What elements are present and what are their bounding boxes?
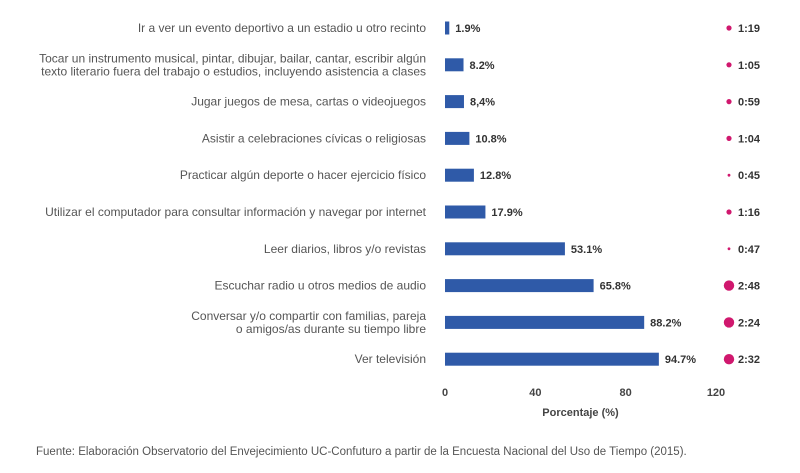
time-label: 0:45 — [738, 170, 760, 182]
time-dot — [723, 317, 735, 328]
category-label: Escuchar radio u otros medios de audio — [215, 279, 427, 293]
bar-value-label: 8.2% — [470, 60, 495, 72]
bar — [445, 352, 659, 366]
time-dot — [723, 354, 735, 365]
bar — [445, 168, 474, 182]
bar-value-label: 12.8% — [480, 170, 511, 182]
bar-value-label: 8,4% — [470, 97, 495, 109]
time-dot — [727, 247, 731, 251]
time-dot — [726, 25, 732, 31]
time-dot — [726, 135, 732, 141]
x-tick-label: 0 — [442, 387, 448, 399]
category-labels: Ir a ver un evento deportivo a un estadi… — [39, 21, 427, 366]
category-label: Utilizar el computador para consultar in… — [45, 205, 427, 219]
time-label: 1:19 — [738, 23, 760, 35]
time-label: 1:16 — [738, 207, 760, 219]
time-dot — [726, 209, 732, 215]
bar — [445, 315, 645, 329]
category-label: texto literario fuera del trabajo o estu… — [41, 64, 426, 78]
category-label: Ir a ver un evento deportivo a un estadi… — [138, 21, 427, 35]
category-label: Conversar y/o compartir con familias, pa… — [191, 309, 426, 323]
time-label: 2:24 — [738, 317, 761, 329]
category-label: Asistir a celebraciones cívicas o religi… — [202, 131, 426, 145]
bar-value-label: 65.8% — [600, 281, 631, 293]
bar-chart: Ir a ver un evento deportivo a un estadi… — [39, 21, 761, 419]
x-tick-labels: 0 40 80 120 — [442, 387, 725, 399]
time-dot — [726, 62, 732, 68]
time-label: 1:04 — [738, 133, 761, 145]
time-label: 0:59 — [738, 97, 760, 109]
category-label: Practicar algún deporte o hacer ejercici… — [180, 168, 426, 182]
value-labels: 1.9% 8.2% 8,4% 10.8% 12.8% 17.9% 53.1% 65.8% 88.… — [455, 23, 696, 366]
bar-value-label: 53.1% — [571, 244, 602, 256]
category-label: Jugar juegos de mesa, cartas o videojueg… — [191, 95, 426, 109]
x-tick-label: 80 — [620, 387, 632, 399]
bar — [445, 279, 594, 293]
bar — [445, 95, 464, 109]
time-label: 1:05 — [738, 60, 760, 72]
x-axis-title: Porcentaje (%) — [542, 407, 619, 419]
bar — [445, 58, 464, 72]
bars — [445, 21, 659, 366]
bar — [445, 205, 486, 219]
time-dots — [723, 25, 735, 365]
category-label: Leer diarios, libros y/o revistas — [264, 242, 426, 256]
bar-value-label: 1.9% — [455, 23, 480, 35]
bar — [445, 21, 450, 35]
time-label: 2:32 — [738, 354, 760, 366]
bar-value-label: 10.8% — [475, 133, 506, 145]
time-dot — [726, 99, 732, 105]
category-label: Ver televisión — [355, 352, 426, 366]
x-tick-label: 120 — [707, 387, 725, 399]
time-label: 2:48 — [738, 281, 760, 293]
source-note: Fuente: Elaboración Observatorio del Env… — [36, 446, 687, 458]
bar-value-label: 17.9% — [491, 207, 522, 219]
category-label: o amigos/as durante su tiempo libre — [236, 322, 426, 336]
bar — [445, 131, 470, 145]
category-label: Tocar un instrumento musical, pintar, di… — [39, 51, 426, 65]
time-label: 0:47 — [738, 244, 760, 256]
bar-value-label: 88.2% — [650, 317, 681, 329]
bar-value-label: 94.7% — [665, 354, 696, 366]
time-dot — [723, 280, 735, 291]
x-tick-label: 40 — [529, 387, 541, 399]
time-dot — [727, 173, 731, 177]
bar — [445, 242, 565, 256]
time-labels: 1:19 1:05 0:59 1:04 0:45 1:16 0:47 2:48 2:24 2:32 — [738, 23, 761, 366]
